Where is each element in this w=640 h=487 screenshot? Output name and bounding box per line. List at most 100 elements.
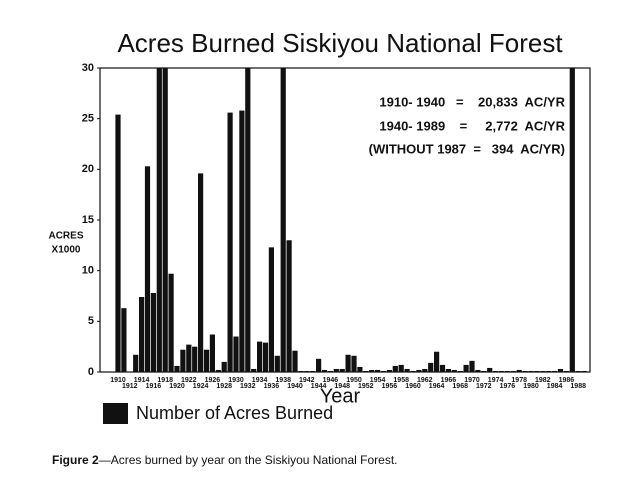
bar [410,370,416,372]
bar [168,273,174,372]
x-tick-label: 1964 [429,383,445,390]
bar [327,370,333,372]
bar [221,361,227,372]
bar [192,346,198,372]
x-tick-label: 1962 [417,377,433,384]
x-tick-label: 1970 [464,377,480,384]
bar [510,370,516,372]
x-tick-label: 1910 [110,377,126,384]
bar [386,369,392,372]
bar [262,342,269,372]
annotation: (WITHOUT 1987 = 394 AC/YR) [369,141,565,156]
bar [404,368,410,372]
bar [174,365,180,372]
bar [298,370,304,372]
y-tick-label: 0 [88,366,94,378]
bar [581,370,587,372]
y-tick-label: 30 [82,62,94,74]
x-tick-label: 1948 [334,383,350,390]
x-tick-label: 1988 [570,383,586,390]
bar [540,370,546,372]
y-tick-label: 10 [82,265,94,277]
bar [286,240,292,372]
bar [445,368,451,372]
annotation: 1910- 1940 = 20,833 AC/YR [379,94,565,109]
bar [475,369,481,372]
x-tick-label: 1920 [169,383,185,390]
annotation: 1940- 1989 = 2,772 AC/YR [379,118,565,133]
x-tick-label: 1968 [452,383,468,390]
bar [150,292,156,372]
bar [304,370,310,372]
bar [133,354,139,372]
bar [180,349,186,372]
y-axis-label: X1000 [52,245,81,256]
y-tick-label: 15 [82,214,94,226]
x-tick-label: 1918 [157,377,173,384]
x-tick-label: 1972 [476,383,492,390]
bar [268,247,274,372]
x-tick-label: 1914 [134,377,150,384]
x-tick-label: 1930 [228,377,244,384]
x-tick-label: 1938 [275,377,291,384]
bar [227,112,233,372]
bar [487,367,493,372]
x-tick-label: 1954 [370,377,386,384]
caption: Figure 2—Acres burned by year on the Sis… [52,453,398,467]
bar [351,355,357,372]
bar [498,370,505,372]
bar [504,370,510,372]
bar [422,368,428,372]
bar [416,369,422,372]
legend-swatch [103,403,128,424]
x-tick-label: 1976 [500,383,516,390]
bar [292,350,298,372]
x-tick-label: 1950 [346,377,362,384]
x-tick-label: 1932 [240,383,256,390]
x-tick-label: 1982 [535,377,551,384]
bar [215,369,221,372]
bar [481,370,487,372]
bar [156,68,162,372]
bar [398,364,404,372]
bar [186,344,192,372]
bar [203,349,210,372]
bar [546,370,552,372]
bar [115,114,121,372]
x-tick-label: 1944 [311,383,327,390]
x-tick-label: 1922 [181,377,197,384]
bar [457,370,463,372]
x-tick-label: 1942 [299,377,315,384]
bar [392,365,398,372]
x-tick-label: 1952 [358,383,374,390]
bar [357,366,363,372]
bar [198,173,204,372]
bar [274,355,280,372]
x-tick-label: 1934 [252,377,268,384]
bar [575,370,581,372]
bar [363,370,369,372]
x-tick-label: 1928 [216,383,232,390]
bar [534,370,540,372]
legend-label: Number of Acres Burned [136,403,333,423]
bar [162,68,168,372]
bar [375,369,381,372]
y-tick-label: 25 [82,113,94,125]
bar [451,369,457,372]
x-tick-label: 1940 [287,383,303,390]
bar [428,362,434,372]
bar [316,358,322,372]
bar [528,370,534,372]
bar [239,110,245,372]
bar [339,368,345,372]
bar [251,368,257,372]
bar [463,364,469,372]
bar [552,370,558,372]
x-axis-label: Year [320,385,361,407]
x-tick-label: 1946 [323,377,339,384]
x-tick-label: 1916 [146,383,162,390]
chart-title: Acres Burned Siskiyou National Forest [117,28,563,58]
caption-label: Figure 2 [52,453,99,467]
